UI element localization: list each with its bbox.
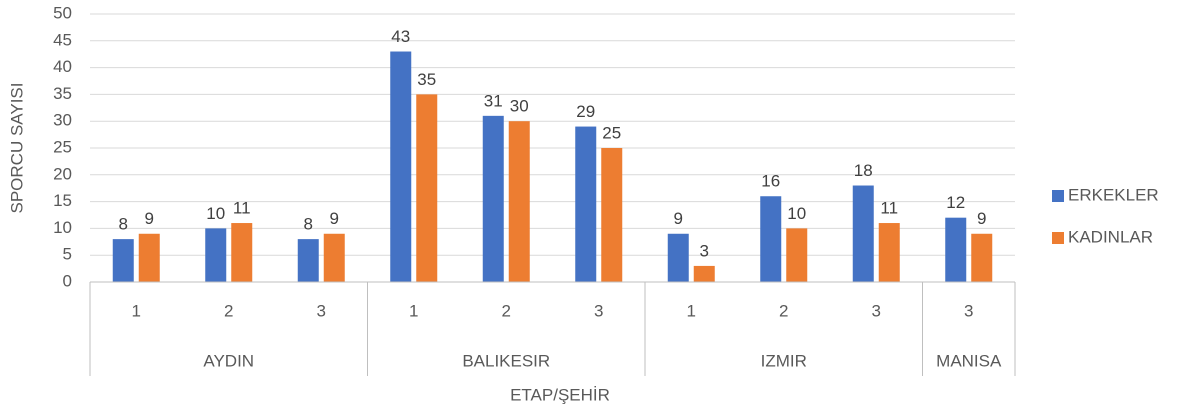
bar [390, 51, 412, 282]
legend-swatch [1052, 232, 1064, 244]
bar [667, 233, 689, 282]
data-label: 10 [206, 204, 225, 223]
group-label: IZMIR [761, 351, 807, 370]
data-label: 9 [330, 209, 339, 228]
data-label: 29 [576, 102, 595, 121]
data-label: 8 [304, 215, 313, 234]
legend-label: ERKEKLER [1068, 185, 1159, 204]
data-label: 31 [484, 91, 503, 110]
y-tick-label: 40 [53, 57, 72, 76]
x-tick-label: 2 [502, 301, 511, 320]
data-label: 9 [977, 209, 986, 228]
y-tick-label: 0 [63, 271, 72, 290]
y-tick-label: 35 [53, 84, 72, 103]
bar [416, 94, 438, 283]
group-label: AYDIN [203, 351, 254, 370]
bar [231, 223, 253, 282]
bar [760, 196, 782, 282]
y-tick-label: 5 [63, 245, 72, 264]
data-label: 25 [602, 123, 621, 142]
bar [786, 228, 808, 282]
data-label: 30 [510, 97, 529, 116]
data-label: 43 [391, 27, 410, 46]
bar [878, 223, 900, 282]
x-axis-title: ETAP/ŞEHİR [510, 385, 610, 404]
y-tick-label: 20 [53, 164, 72, 183]
data-label: 11 [233, 199, 251, 218]
y-tick-label: 50 [53, 3, 72, 22]
y-tick-label: 30 [53, 111, 72, 130]
bar [575, 126, 597, 282]
bar [482, 115, 504, 282]
group-label: BALIKESIR [462, 351, 550, 370]
bar [508, 121, 530, 282]
bar [112, 239, 134, 282]
bar [601, 148, 623, 282]
bar [945, 217, 967, 282]
data-label: 9 [674, 209, 683, 228]
data-label: 12 [946, 193, 965, 212]
x-tick-label: 1 [687, 301, 696, 320]
data-label: 11 [880, 199, 898, 218]
bar [971, 233, 993, 282]
y-axis-title: SPORCU SAYISI [7, 83, 26, 214]
bar [138, 233, 160, 282]
group-label: MANISA [936, 351, 1002, 370]
data-label: 16 [761, 172, 780, 191]
x-tick-label: 3 [964, 301, 973, 320]
data-label: 10 [787, 204, 806, 223]
x-tick-label: 2 [779, 301, 788, 320]
data-label: 9 [145, 209, 154, 228]
bar [297, 239, 319, 282]
x-tick-label: 1 [409, 301, 418, 320]
y-tick-label: 10 [53, 218, 72, 237]
bar [852, 185, 874, 282]
legend-swatch [1052, 190, 1064, 202]
data-label: 35 [417, 70, 436, 89]
x-tick-label: 1 [132, 301, 141, 320]
bar [205, 228, 227, 282]
data-label: 8 [119, 215, 128, 234]
data-label: 3 [700, 241, 709, 260]
legend-label: KADINLAR [1068, 227, 1153, 246]
y-tick-label: 15 [53, 191, 72, 210]
bar [323, 233, 345, 282]
bar [693, 265, 715, 282]
x-tick-label: 3 [594, 301, 603, 320]
x-tick-label: 3 [872, 301, 881, 320]
y-tick-label: 25 [53, 137, 72, 156]
x-tick-label: 2 [224, 301, 233, 320]
y-tick-label: 45 [53, 30, 72, 49]
x-tick-label: 3 [317, 301, 326, 320]
data-label: 18 [854, 161, 873, 180]
